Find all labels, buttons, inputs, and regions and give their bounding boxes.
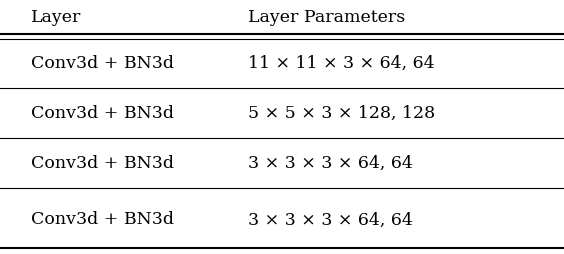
Text: 3 × 3 × 3 × 64, 64: 3 × 3 × 3 × 64, 64 [248, 212, 413, 229]
Text: Layer Parameters: Layer Parameters [248, 9, 406, 26]
Text: Conv3d + BN3d: Conv3d + BN3d [31, 154, 174, 171]
Text: 5 × 5 × 3 × 128, 128: 5 × 5 × 3 × 128, 128 [248, 104, 435, 121]
Text: Conv3d + BN3d: Conv3d + BN3d [31, 212, 174, 229]
Text: Layer: Layer [31, 9, 81, 26]
Text: Conv3d + BN3d: Conv3d + BN3d [31, 55, 174, 71]
Text: Conv3d + BN3d: Conv3d + BN3d [31, 104, 174, 121]
Text: 3 × 3 × 3 × 64, 64: 3 × 3 × 3 × 64, 64 [248, 154, 413, 171]
Text: 11 × 11 × 3 × 64, 64: 11 × 11 × 3 × 64, 64 [248, 55, 435, 71]
